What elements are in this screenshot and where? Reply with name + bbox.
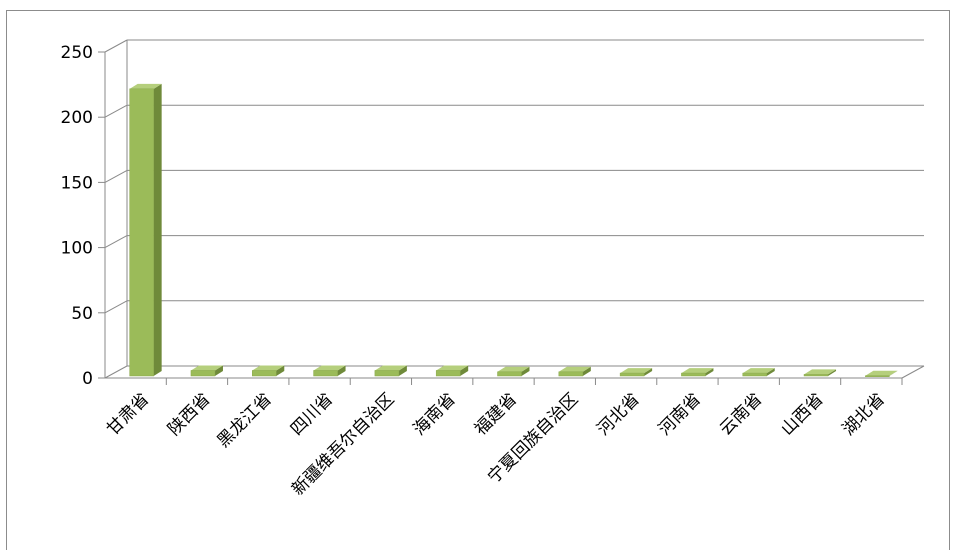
category-label: 河南省 <box>655 389 705 439</box>
category-label: 黑龙江省 <box>214 389 276 451</box>
bar <box>803 369 837 377</box>
gridline-depth <box>104 104 128 118</box>
bar <box>558 366 591 377</box>
gridline-depth <box>104 300 128 314</box>
gridline-depth <box>104 235 128 249</box>
bar <box>129 83 162 377</box>
bar <box>619 368 653 377</box>
y-tick-label: 150 <box>61 173 93 193</box>
y-tick-labels: 0 50 100 150 200 250 <box>61 43 93 389</box>
category-label: 四川省 <box>287 389 337 439</box>
gridline-depth <box>104 169 128 183</box>
category-label: 河北省 <box>593 389 643 439</box>
y-tick-label: 200 <box>61 108 93 128</box>
y-tick-label: 0 <box>82 369 93 389</box>
category-label: 福建省 <box>471 389 521 439</box>
bar <box>681 368 714 377</box>
category-label: 甘肃省 <box>103 389 153 439</box>
gridlines <box>104 39 924 379</box>
bar <box>313 365 346 377</box>
category-label: 湖北省 <box>839 389 889 439</box>
category-label: 云南省 <box>716 389 766 439</box>
gridline-depth <box>104 365 128 379</box>
bar <box>497 366 530 377</box>
floor-edge <box>901 365 925 379</box>
y-tick-label: 50 <box>71 304 93 324</box>
y-tick-label: 250 <box>61 43 93 63</box>
chart-frame <box>6 10 950 550</box>
category-label: 山西省 <box>777 389 827 439</box>
category-label: 新疆维吾尔自治区 <box>288 389 398 499</box>
category-label: 陕西省 <box>164 389 214 439</box>
gridline-depth <box>104 39 128 53</box>
bar <box>742 368 775 377</box>
category-label: 海南省 <box>410 389 460 439</box>
bars <box>129 83 898 377</box>
bar <box>865 370 898 377</box>
bar <box>190 365 223 377</box>
bar <box>435 365 469 377</box>
bar <box>252 365 285 377</box>
bar <box>374 365 407 377</box>
y-tick-label: 100 <box>61 239 93 259</box>
axes <box>98 40 925 385</box>
